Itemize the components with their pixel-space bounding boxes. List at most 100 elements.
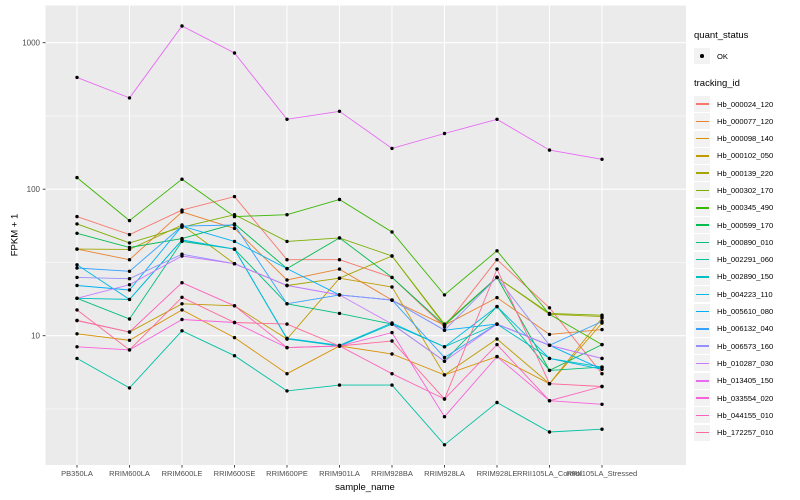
data-point [232, 214, 237, 219]
data-point [127, 232, 132, 237]
legend-key-box [694, 320, 710, 337]
legend-item-tracking-id: Hb_000890_010 [694, 234, 800, 251]
legend-key-box [694, 268, 710, 285]
legend-line-swatch-icon [695, 172, 709, 174]
data-point [390, 383, 394, 387]
data-point [180, 281, 184, 285]
data-point [337, 383, 342, 387]
legend-line-swatch-icon [695, 189, 709, 192]
data-point [547, 430, 552, 434]
data-point [75, 332, 79, 336]
legend-title-tracking-id: tracking_id [694, 78, 740, 89]
data-point [442, 323, 447, 327]
x-tick-label: RRII105LA_Control [517, 469, 582, 478]
y-tick-label: 10 [31, 332, 40, 341]
data-point [180, 317, 184, 322]
legend-item-tracking-id: Hb_002890_150 [694, 268, 800, 285]
data-point [495, 342, 499, 347]
data-point [127, 288, 132, 292]
legend-item-tracking-id: Hb_000077_120 [694, 113, 800, 130]
data-point [75, 214, 79, 219]
data-point [180, 329, 184, 333]
data-point [337, 236, 342, 240]
legend-line-swatch-icon [695, 207, 709, 209]
data-point [600, 427, 604, 431]
data-point [75, 275, 79, 280]
data-point [337, 293, 342, 297]
legend-line-swatch-icon [695, 310, 709, 313]
legend-item-tracking-id: Hb_006573_160 [694, 338, 800, 355]
data-point [127, 277, 132, 281]
data-point [442, 328, 447, 332]
legend-label: Hb_013405_150 [717, 376, 774, 386]
data-point [180, 238, 184, 242]
data-point [495, 275, 499, 280]
legend-line-swatch-icon [695, 155, 709, 157]
data-point [232, 247, 237, 251]
data-point [127, 269, 132, 273]
legend-label: Hb_172257_010 [717, 428, 774, 438]
data-point [127, 218, 132, 223]
data-point [180, 24, 184, 28]
data-point [337, 267, 342, 271]
data-point [75, 175, 79, 180]
data-point [285, 117, 289, 122]
legend-key-box [694, 147, 710, 164]
legend-key-box [694, 372, 710, 389]
legend-label: Hb_033554_020 [717, 393, 774, 403]
legend-line-swatch-icon [695, 258, 709, 261]
data-point [547, 343, 552, 347]
data-point [75, 222, 79, 226]
data-point [495, 267, 499, 271]
data-point [75, 263, 79, 267]
data-point [390, 372, 394, 376]
legend-key-box [694, 182, 710, 199]
legend-line-swatch-icon [695, 362, 709, 365]
data-point [442, 373, 447, 377]
legend-key-box [694, 199, 710, 216]
legend-item-tracking-id: Hb_005610_080 [694, 303, 800, 320]
data-point [495, 400, 499, 405]
data-point [127, 330, 132, 334]
legend-item-tracking-id: Hb_172257_010 [694, 424, 800, 441]
data-point [495, 354, 499, 359]
data-point [390, 285, 394, 289]
legend-item-tracking-id: Hb_044155_010 [694, 407, 800, 424]
legend-label: Hb_000345_490 [717, 203, 774, 213]
legend-key-box [694, 303, 710, 320]
x-tick-label: PB350LA [61, 469, 93, 478]
data-point [547, 148, 552, 152]
data-point [232, 194, 237, 199]
data-point [285, 302, 289, 306]
data-point [285, 283, 289, 288]
legend-item-tracking-id: Hb_000098_140 [694, 130, 800, 147]
data-point [285, 322, 289, 326]
x-tick-label: RRIM928BA [371, 469, 413, 478]
legend-label: Hb_010287_030 [717, 358, 774, 368]
data-point [600, 402, 604, 406]
data-point [442, 397, 447, 401]
x-tick-label: RRIM600SE [214, 469, 256, 478]
legend-key-box [694, 217, 710, 234]
data-point [180, 177, 184, 181]
data-point [495, 117, 499, 122]
legend-label: Hb_000302_170 [717, 185, 774, 195]
data-point [75, 318, 79, 323]
data-point [442, 415, 447, 419]
x-axis-title: sample_name [335, 482, 395, 493]
data-point [600, 367, 604, 371]
legend-line-swatch-icon [695, 276, 709, 278]
data-point [390, 254, 394, 258]
data-point [180, 295, 184, 299]
legend-line-swatch-icon [695, 293, 709, 296]
data-point [127, 348, 132, 352]
data-point [600, 313, 604, 317]
data-point [390, 352, 394, 356]
data-point [127, 338, 132, 342]
legend-item-tracking-id: Hb_033554_020 [694, 390, 800, 407]
legend-line-swatch-icon [695, 137, 709, 140]
data-point [390, 322, 394, 326]
legend-item-tracking-id: Hb_004223_110 [694, 286, 800, 303]
legend-item-quant-status-ok: OK [694, 48, 800, 64]
data-point [547, 368, 552, 373]
